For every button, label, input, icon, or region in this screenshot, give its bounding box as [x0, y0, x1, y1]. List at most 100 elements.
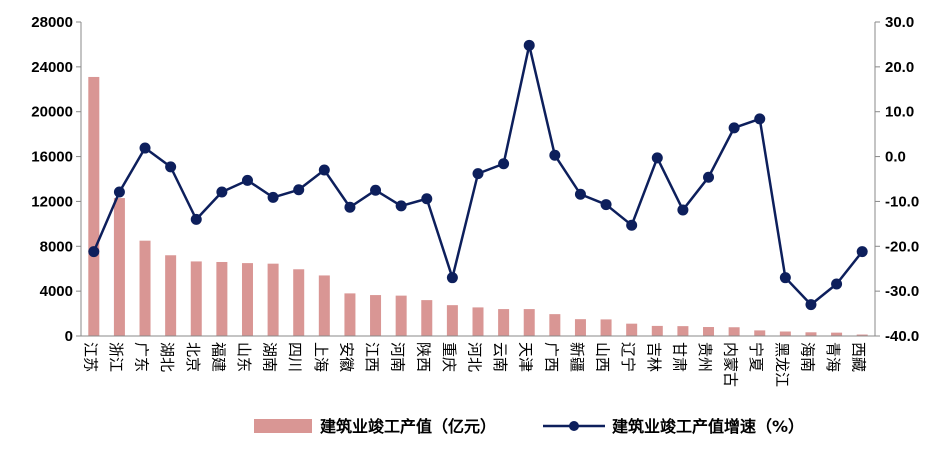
- category-label: 浙江: [107, 342, 125, 372]
- category-label: 吉林: [645, 342, 663, 372]
- category-label: 贵州: [696, 342, 714, 372]
- left-tick-label: 0: [65, 328, 73, 345]
- category-label: 宁夏: [747, 342, 765, 372]
- bar: [651, 325, 663, 336]
- bar: [446, 305, 458, 336]
- left-tick-label: 20000: [31, 104, 73, 121]
- category-label: 江苏: [81, 342, 99, 372]
- category-label: 江西: [363, 342, 381, 372]
- category-label: 北京: [184, 342, 202, 372]
- bar: [293, 269, 305, 336]
- left-tick-label: 16000: [31, 149, 73, 166]
- right-tick-label: -10.0: [885, 193, 919, 210]
- bar: [831, 332, 843, 336]
- category-label: 西藏: [850, 342, 868, 372]
- right-tick-label: -40.0: [885, 328, 919, 345]
- bar: [113, 198, 125, 336]
- category-label: 陕西: [414, 342, 432, 372]
- category-label: 湖南: [261, 342, 279, 372]
- legend-label-line: 建筑业竣工产值增速（%）: [612, 417, 804, 436]
- category-labels: 江苏 浙江 广东 湖北 北京 福建 山东 湖南 四川 上海 安徽 江西 河南 陕西 重庆 河北 云南 天津 广西 新疆…: [81, 342, 867, 387]
- line-point: [728, 122, 740, 134]
- bar: [754, 330, 766, 336]
- line-point: [370, 184, 382, 196]
- category-label: 河南: [389, 342, 407, 372]
- category-label: 海南: [798, 342, 816, 372]
- bar: [728, 327, 740, 336]
- category-label: 辽宁: [619, 342, 637, 372]
- bar: [318, 275, 330, 336]
- bar: [498, 309, 510, 336]
- legend-swatch-bar: [254, 419, 312, 433]
- bar: [344, 293, 356, 336]
- left-tick-label: 24000: [31, 59, 73, 76]
- bar: [805, 332, 817, 336]
- line-point: [831, 278, 843, 290]
- line-point: [856, 246, 868, 258]
- category-label: 山西: [594, 342, 612, 372]
- left-tick-label: 4000: [40, 283, 73, 300]
- category-label: 云南: [491, 342, 509, 372]
- bar: [216, 261, 228, 336]
- line-point: [395, 200, 407, 212]
- right-tick-label: -30.0: [885, 283, 919, 300]
- bar: [88, 76, 100, 336]
- category-label: 新疆: [568, 342, 586, 372]
- right-tick-label: -20.0: [885, 238, 919, 255]
- right-tick-label: 10.0: [885, 104, 914, 121]
- line-point: [139, 142, 151, 154]
- line-point: [574, 188, 586, 200]
- category-label: 安徽: [337, 342, 355, 372]
- bars: [88, 76, 868, 336]
- category-label: 甘肃: [670, 342, 688, 372]
- line-point: [805, 299, 817, 311]
- line-point: [523, 39, 535, 51]
- category-label: 青海: [824, 342, 842, 372]
- bar: [165, 255, 177, 336]
- legend: 建筑业竣工产值（亿元） 建筑业竣工产值增速（%）: [254, 417, 804, 436]
- right-tick-label: 20.0: [885, 59, 914, 76]
- left-tick-label: 8000: [40, 238, 73, 255]
- category-label: 重庆: [440, 342, 458, 372]
- line-point: [190, 213, 202, 225]
- line-point: [549, 149, 561, 161]
- line-point: [651, 152, 663, 164]
- line-point: [88, 246, 100, 258]
- bar: [267, 263, 279, 336]
- line-point: [677, 204, 689, 216]
- bar: [600, 319, 612, 336]
- line-point: [754, 113, 766, 125]
- line-point: [446, 272, 458, 284]
- line-point: [113, 186, 125, 198]
- line-point: [344, 201, 356, 213]
- category-label: 上海: [312, 342, 330, 372]
- left-axis-ticks: 0 4000 8000 12000 16000 20000 24000 28000: [31, 14, 81, 345]
- category-label: 福建: [209, 342, 227, 372]
- right-tick-label: 0.0: [885, 149, 906, 166]
- line-point: [498, 158, 510, 170]
- legend-swatch-marker: [569, 421, 579, 431]
- left-tick-label: 12000: [31, 193, 73, 210]
- category-label: 广东: [133, 342, 151, 372]
- bar: [370, 295, 382, 336]
- line-point: [267, 191, 279, 203]
- bar: [421, 300, 433, 336]
- bar: [395, 295, 407, 336]
- bar: [190, 261, 202, 336]
- line-point: [779, 272, 791, 284]
- bar: [139, 240, 151, 336]
- category-label: 天津: [517, 342, 535, 372]
- category-label: 黑龙江: [773, 342, 791, 387]
- bar: [472, 307, 484, 336]
- line-point: [165, 161, 177, 173]
- line-point: [600, 199, 612, 211]
- right-axis-ticks: -40.0 -30.0 -20.0 -10.0 0.0 10.0 20.0 30.0: [875, 14, 919, 345]
- category-label: 内蒙古: [722, 342, 740, 387]
- right-tick-label: 30.0: [885, 14, 914, 31]
- category-label: 河北: [466, 342, 484, 372]
- line-point: [703, 171, 715, 183]
- line-point: [241, 174, 253, 186]
- bar: [856, 334, 868, 336]
- category-label: 山东: [235, 342, 253, 372]
